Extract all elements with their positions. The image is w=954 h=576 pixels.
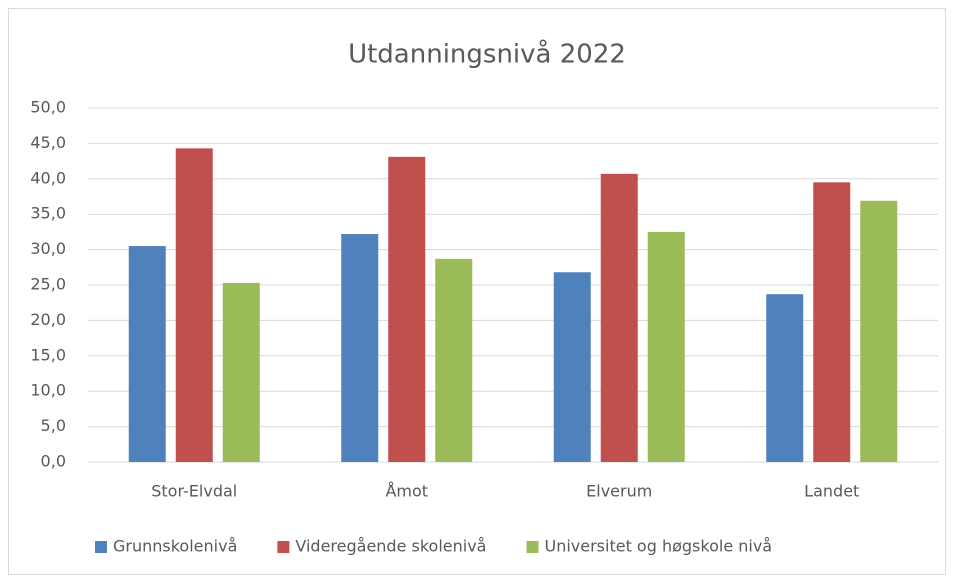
chart-title: Utdanningsnivå 2022 [348,39,626,70]
y-tick-label: 35,0 [30,204,66,223]
y-tick-label: 30,0 [30,239,66,258]
bar [175,148,213,462]
x-tick-label: Åmot [385,482,428,501]
bar [553,272,591,462]
y-tick-label: 50,0 [30,98,66,117]
bar [128,246,166,462]
x-tick-label: Stor-Elvdal [151,482,237,501]
bar [766,294,804,462]
bar [222,282,260,462]
bar [813,182,851,462]
bar [647,231,685,462]
y-tick-label: 10,0 [30,381,66,400]
y-tick-label: 15,0 [30,345,66,364]
y-tick-label: 25,0 [30,275,66,294]
legend-swatch [95,541,107,553]
y-tick-label: 5,0 [41,416,66,435]
legend-label: Grunnskolenivå [113,537,237,556]
legend-label: Universitet og høgskole nivå [544,537,772,556]
y-tick-label: 20,0 [30,310,66,329]
bar [341,234,379,462]
bar [435,258,473,462]
x-tick-label: Elverum [586,482,652,501]
y-tick-label: 0,0 [41,452,66,471]
legend-label: Videregående skolenivå [295,537,486,556]
y-tick-label: 40,0 [30,168,66,187]
legend-swatch [526,541,539,553]
x-tick-label: Landet [804,482,859,501]
bar [388,156,426,463]
bar [600,173,638,462]
bar [860,200,898,463]
legend-swatch [277,541,290,553]
y-tick-label: 45,0 [30,133,66,152]
